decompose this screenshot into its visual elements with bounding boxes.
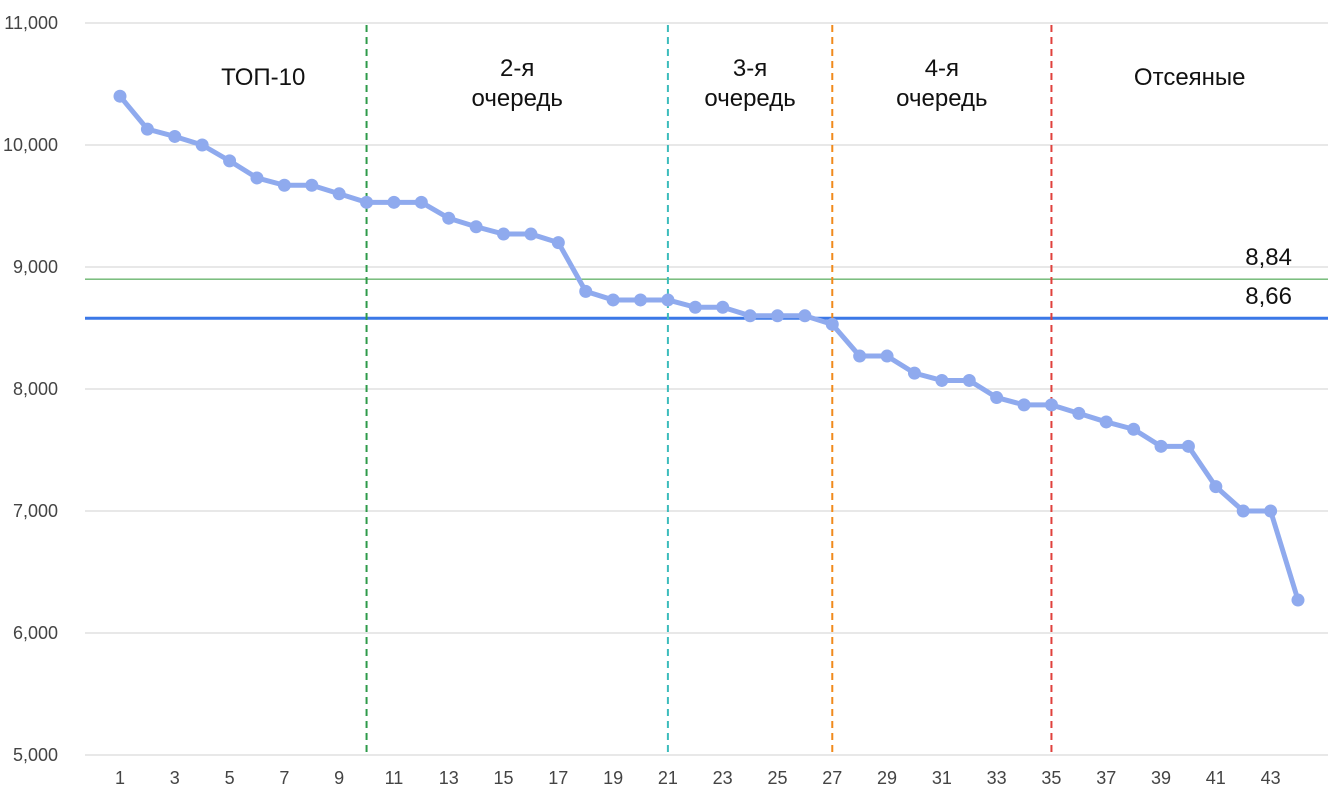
data-point xyxy=(168,129,182,143)
data-point xyxy=(250,171,264,185)
x-tick-label: 43 xyxy=(1261,768,1281,788)
data-point xyxy=(935,373,949,387)
data-point xyxy=(442,211,456,225)
x-tick-label: 17 xyxy=(548,768,568,788)
zone-label: Отсеяные xyxy=(1134,64,1246,91)
gridlines xyxy=(85,22,1328,756)
x-tick-label: 35 xyxy=(1041,768,1061,788)
x-tick-label: 23 xyxy=(713,768,733,788)
x-tick-label: 13 xyxy=(439,768,459,788)
data-point xyxy=(1017,398,1031,412)
reference-line-label: 8,66 xyxy=(1245,283,1292,310)
data-point xyxy=(770,309,784,323)
data-point xyxy=(853,349,867,363)
y-tick-label: 5,000 xyxy=(13,745,58,765)
data-point xyxy=(1127,422,1141,436)
data-point xyxy=(497,227,511,241)
zone-label: 3-я xyxy=(733,55,767,82)
zone-dividers xyxy=(365,25,1053,757)
data-point xyxy=(1099,415,1113,429)
data-point xyxy=(1209,480,1223,494)
data-point xyxy=(634,293,648,307)
data-point xyxy=(277,178,291,192)
data-point xyxy=(305,178,319,192)
x-tick-label: 11 xyxy=(385,768,404,788)
x-tick-label: 21 xyxy=(658,768,678,788)
series-line xyxy=(117,93,1301,603)
data-point xyxy=(1291,593,1305,607)
y-tick-label: 6,000 xyxy=(13,623,58,643)
data-point xyxy=(195,138,209,152)
data-point xyxy=(1044,398,1058,412)
x-tick-label: 33 xyxy=(987,768,1007,788)
data-point xyxy=(332,187,346,201)
y-tick-label: 10,000 xyxy=(3,135,58,155)
data-series xyxy=(113,89,1305,607)
x-tick-label: 9 xyxy=(334,768,344,788)
zone-label: очередь xyxy=(704,85,795,112)
data-point xyxy=(716,300,730,314)
y-tick-label: 7,000 xyxy=(13,501,58,521)
data-point xyxy=(743,309,757,323)
y-axis-ticks: 5,000 6,000 7,000 8,000 9,000 10,000 11,000 xyxy=(3,13,58,765)
data-point xyxy=(688,300,702,314)
x-tick-label: 7 xyxy=(279,768,289,788)
data-point xyxy=(798,309,812,323)
x-axis-ticks: 1 3 5 7 9 11 13 15 17 19 21 23 25 27 29 31 33 35 37 39 41 43 xyxy=(115,768,1281,788)
data-point xyxy=(990,391,1004,405)
x-tick-label: 29 xyxy=(877,768,897,788)
data-point xyxy=(469,220,483,234)
x-tick-label: 31 xyxy=(932,768,952,788)
data-point xyxy=(962,373,976,387)
data-point xyxy=(1072,406,1086,420)
x-tick-label: 3 xyxy=(170,768,180,788)
data-point xyxy=(1236,504,1250,518)
data-point xyxy=(1154,439,1168,453)
reference-lines: 8,84 8,66 xyxy=(85,244,1328,320)
x-tick-label: 5 xyxy=(225,768,235,788)
data-point xyxy=(825,317,839,331)
data-point xyxy=(1264,504,1278,518)
data-point xyxy=(414,195,428,209)
data-point xyxy=(1181,439,1195,453)
data-point xyxy=(113,89,127,103)
data-point xyxy=(579,284,593,298)
x-tick-label: 41 xyxy=(1206,768,1226,788)
data-point xyxy=(606,293,620,307)
zone-label: очередь xyxy=(896,85,987,112)
data-point xyxy=(880,349,894,363)
x-tick-label: 39 xyxy=(1151,768,1171,788)
reference-line-label: 8,84 xyxy=(1245,244,1292,271)
data-point xyxy=(140,122,154,136)
data-point xyxy=(524,227,538,241)
zone-label: очередь xyxy=(472,85,563,112)
y-tick-label: 11,000 xyxy=(4,13,58,33)
x-tick-label: 37 xyxy=(1096,768,1116,788)
y-tick-label: 8,000 xyxy=(13,379,58,399)
x-tick-label: 25 xyxy=(767,768,787,788)
zone-labels: ТОП-10 2-я очередь 3-я очередь 4-я очередь Отсе… xyxy=(221,55,1245,112)
data-point xyxy=(907,366,921,380)
y-tick-label: 9,000 xyxy=(13,257,58,277)
data-point xyxy=(387,195,401,209)
x-tick-label: 19 xyxy=(603,768,623,788)
data-point xyxy=(223,154,237,168)
zone-label: 2-я xyxy=(500,55,534,82)
x-tick-label: 27 xyxy=(822,768,842,788)
zone-label: 4-я xyxy=(925,55,959,82)
x-tick-label: 15 xyxy=(494,768,514,788)
data-point xyxy=(360,195,374,209)
data-point xyxy=(661,293,675,307)
data-point xyxy=(551,236,565,250)
x-tick-label: 1 xyxy=(115,768,125,788)
zone-label: ТОП-10 xyxy=(221,64,305,91)
